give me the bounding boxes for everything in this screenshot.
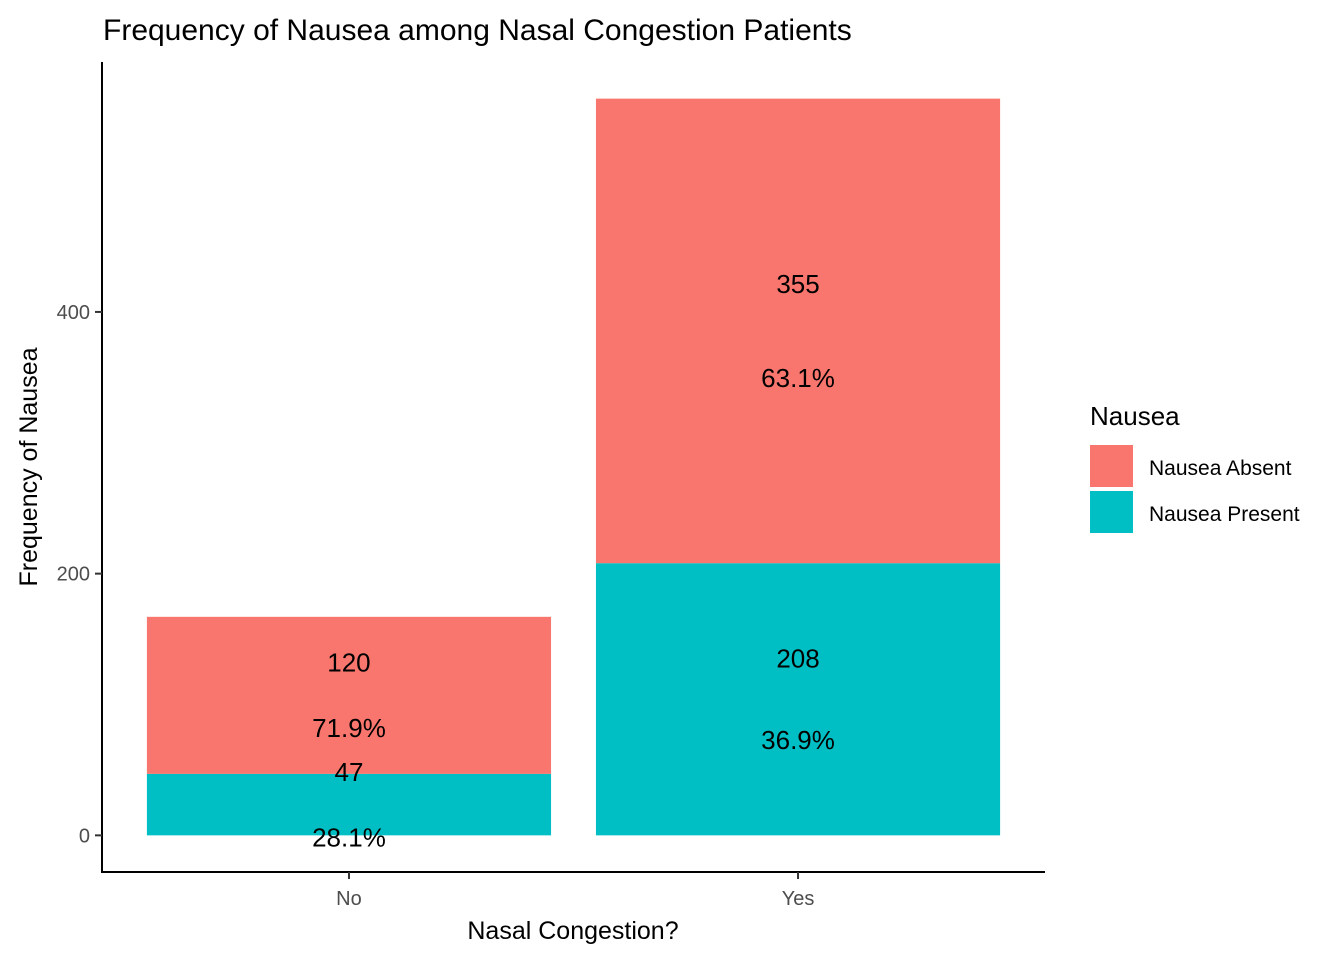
count-label-yes-present: 208	[776, 643, 819, 673]
percent-label-yes-present: 36.9%	[761, 725, 835, 755]
legend-label-present: Nausea Present	[1149, 503, 1300, 526]
y-axis-ticks: 0 200 400	[57, 302, 102, 847]
x-tick-label-no: No	[336, 888, 362, 910]
data-labels-layer: 47 28.1% 120 71.9% 208 36.9% 355 63.1%	[312, 269, 835, 853]
legend: Nausea Nausea Absent Nausea Present	[1090, 401, 1300, 533]
bar-yes-nausea-absent	[595, 98, 1001, 564]
bars-layer	[146, 98, 1001, 836]
count-label-no-absent: 120	[327, 648, 370, 678]
percent-label-no-present: 28.1%	[312, 822, 386, 852]
x-tick-label-yes: Yes	[782, 888, 815, 910]
y-tick-label-200: 200	[57, 564, 90, 586]
y-axis-title: Frequency of Nausea	[15, 347, 43, 586]
legend-label-absent: Nausea Absent	[1149, 457, 1292, 480]
count-label-no-present: 47	[335, 757, 364, 787]
y-tick-label-0: 0	[79, 825, 90, 847]
bar-no-nausea-present	[146, 773, 552, 836]
percent-label-no-absent: 71.9%	[312, 713, 386, 743]
x-axis-ticks: No Yes	[336, 872, 814, 910]
legend-swatch-absent	[1090, 445, 1133, 487]
count-label-yes-absent: 355	[776, 269, 819, 299]
percent-label-yes-absent: 63.1%	[761, 363, 835, 393]
bar-no-nausea-absent	[146, 616, 552, 774]
legend-swatch-present	[1090, 491, 1133, 533]
legend-title: Nausea	[1090, 401, 1180, 431]
chart-title: Frequency of Nausea among Nasal Congesti…	[103, 14, 852, 47]
x-axis-title: Nasal Congestion?	[467, 917, 678, 945]
bar-yes-nausea-present	[595, 563, 1001, 836]
y-tick-label-400: 400	[57, 302, 90, 324]
